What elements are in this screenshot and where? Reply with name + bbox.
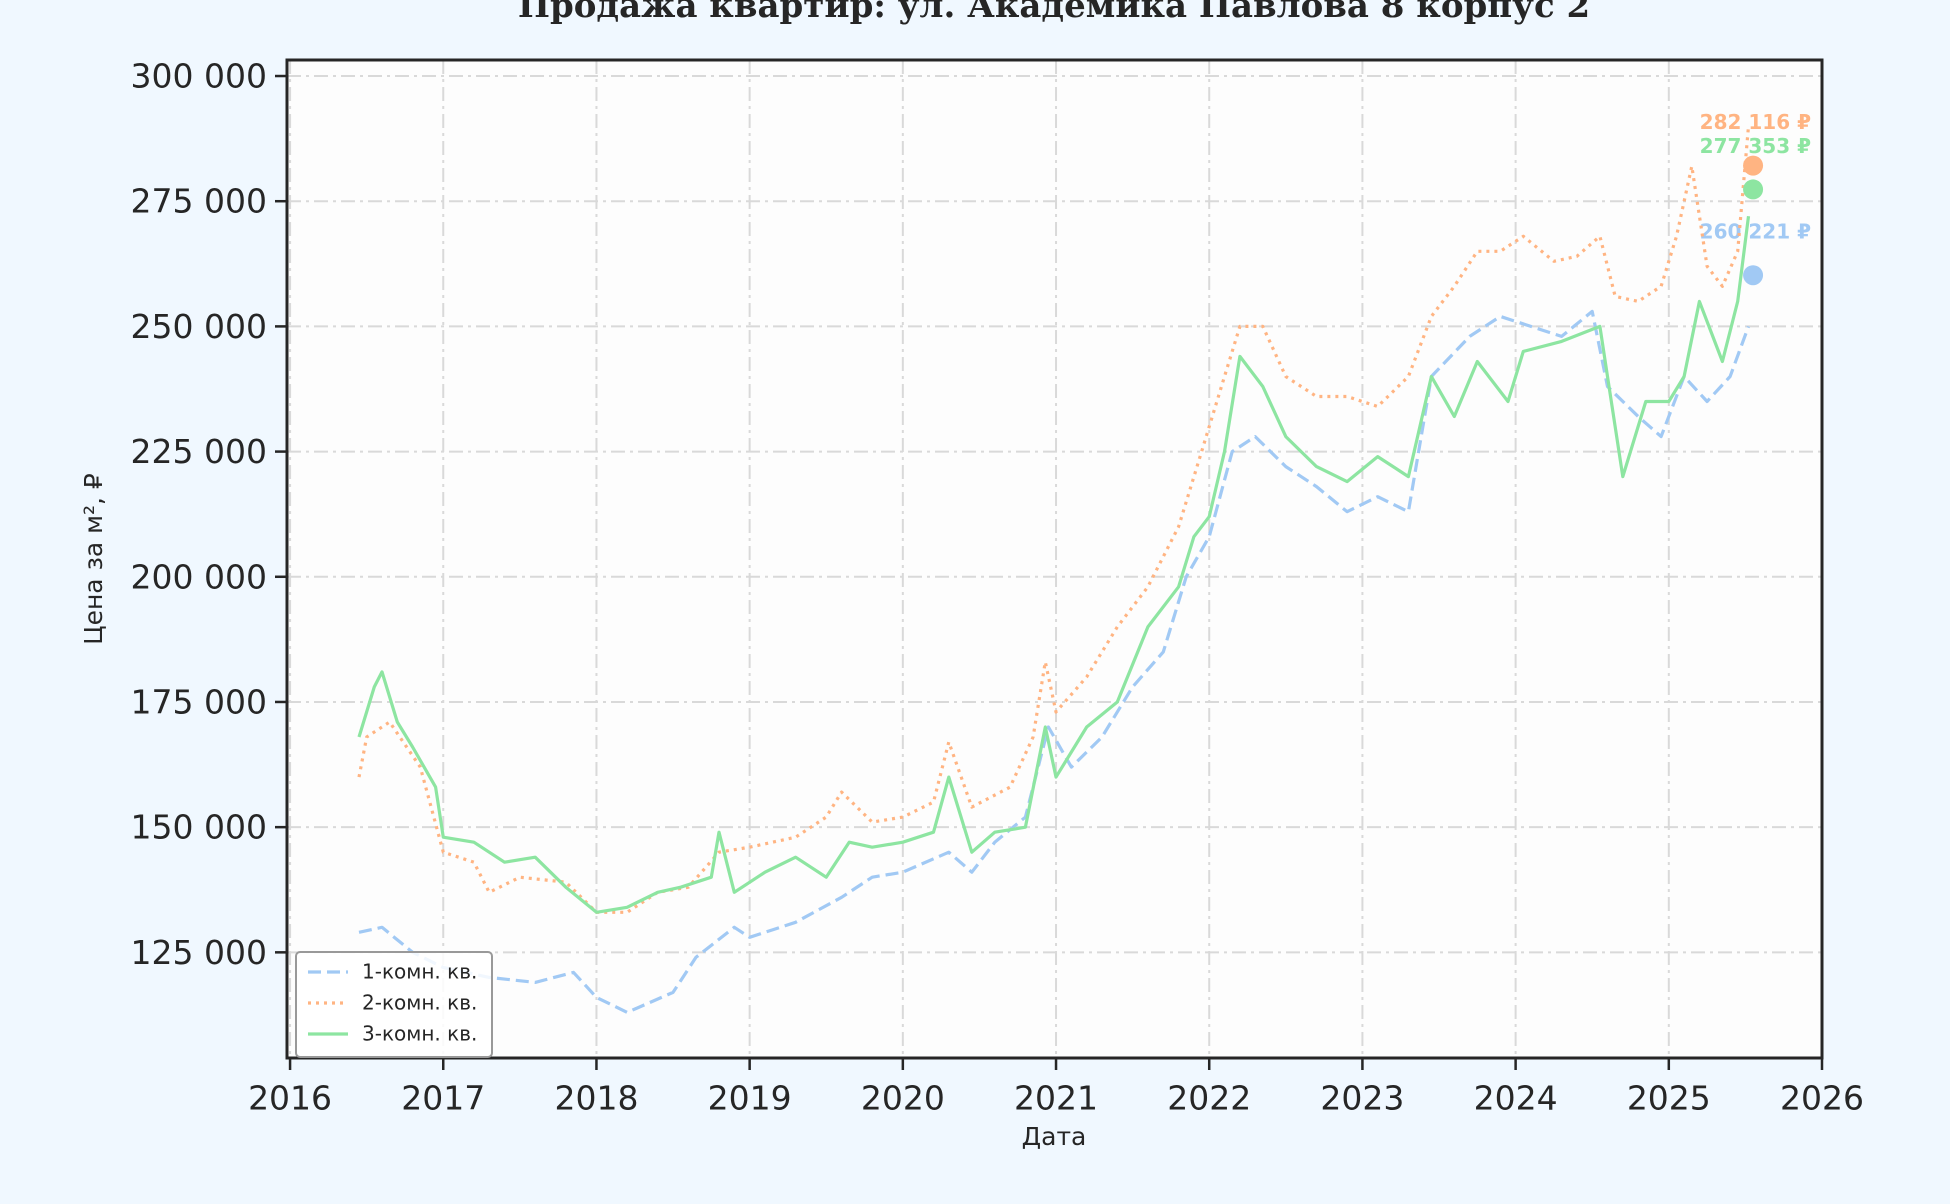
end-marker: [1743, 179, 1764, 200]
x-tick-label: 2024: [1474, 1079, 1558, 1118]
x-tick-label: 2016: [248, 1079, 332, 1118]
legend: 1-комн. кв. 2-комн. кв. 3-комн. кв.: [295, 951, 493, 1058]
end-label: 277 353 ₽: [1700, 134, 1811, 158]
x-tick-label: 2026: [1780, 1079, 1864, 1118]
legend-label: 2-комн. кв.: [362, 991, 477, 1015]
x-tick-label: 2025: [1627, 1079, 1711, 1118]
lines: 260 221 ₽ 282 116 ₽277 353 ₽: [357, 110, 1811, 1014]
x-axis-label: Дата: [1022, 1122, 1087, 1151]
y-axis-label: Цена за м², ₽: [79, 473, 108, 645]
legend-label: 3-комн. кв.: [362, 1022, 477, 1046]
x-tick-label: 2022: [1167, 1079, 1251, 1118]
y-tick-label: 250 000: [131, 307, 267, 346]
y-tick-label: 175 000: [131, 682, 267, 721]
axes-frame: [285, 58, 1824, 1060]
y-tick-label: 225 000: [131, 432, 267, 471]
series-line: [357, 125, 1751, 914]
x-tick-label: 2018: [554, 1079, 638, 1118]
chart-title: Продажа квартир: ул. Академика Павлова 8…: [518, 0, 1590, 26]
y-tick-label: 200 000: [131, 557, 267, 596]
end-marker: [1743, 155, 1764, 176]
series-line: [357, 215, 1751, 914]
y-tick-label: 300 000: [131, 57, 267, 96]
x-tick-label: 2017: [401, 1079, 485, 1118]
end-marker: [1743, 265, 1764, 286]
y-tick-label: 150 000: [131, 808, 267, 847]
legend-box: [295, 951, 493, 1058]
legend-label: 1-комн. кв.: [362, 960, 477, 984]
plot-area: [287, 60, 1822, 1058]
y-tick-label: 125 000: [131, 933, 267, 972]
y-tick-label: 275 000: [131, 182, 267, 221]
series-line: [358, 309, 1751, 1014]
x-tick-label: 2020: [861, 1079, 945, 1118]
x-tick-label: 2019: [708, 1079, 792, 1118]
end-label: 282 116 ₽: [1700, 110, 1811, 134]
grid: [287, 60, 1823, 1058]
x-tick-label: 2023: [1320, 1079, 1404, 1118]
end-label: 260 221 ₽: [1700, 220, 1811, 244]
x-tick-label: 2021: [1014, 1079, 1098, 1118]
